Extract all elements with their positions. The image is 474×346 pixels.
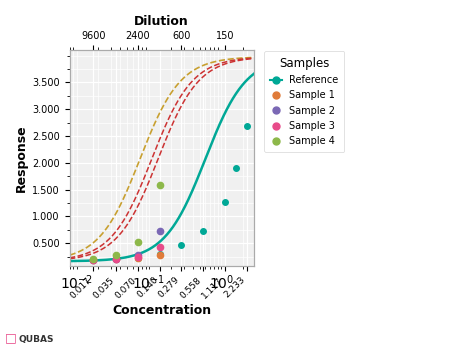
Legend: Reference, Sample 1, Sample 2, Sample 3, Sample 4: Reference, Sample 1, Sample 2, Sample 3,… bbox=[264, 51, 345, 152]
Y-axis label: Response: Response bbox=[15, 124, 28, 192]
Text: □: □ bbox=[5, 331, 17, 344]
X-axis label: Dilution: Dilution bbox=[134, 15, 189, 28]
Text: QUBAS: QUBAS bbox=[19, 335, 55, 344]
X-axis label: Concentration: Concentration bbox=[112, 304, 211, 317]
